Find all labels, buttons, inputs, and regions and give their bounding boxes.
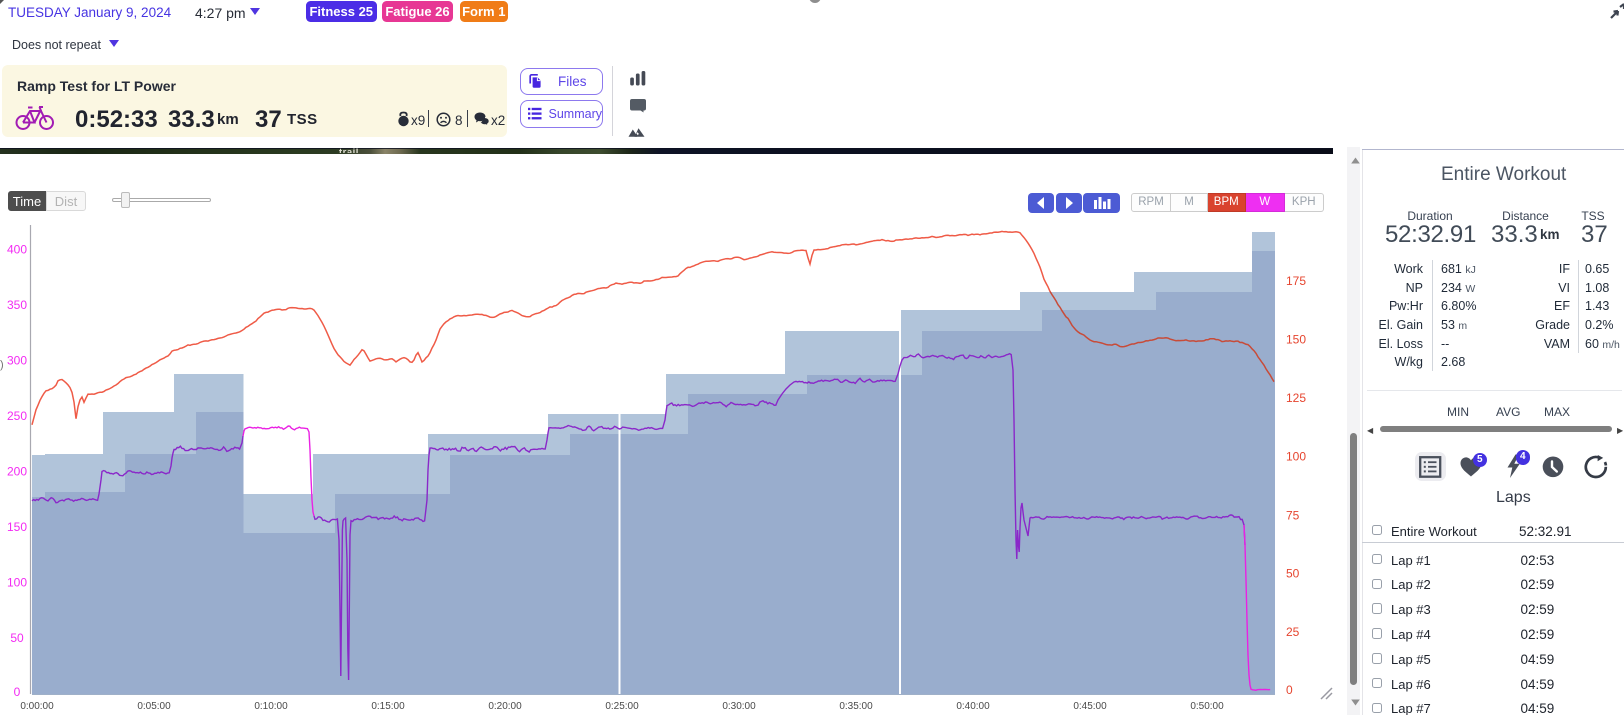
svg-text:0:00:00: 0:00:00 xyxy=(20,701,54,712)
svg-text:125: 125 xyxy=(1286,391,1306,405)
svg-text:50: 50 xyxy=(1286,566,1300,580)
svg-text:75: 75 xyxy=(1286,509,1300,523)
svg-text:): ) xyxy=(0,359,4,371)
svg-text:350: 350 xyxy=(7,298,27,312)
svg-text:400: 400 xyxy=(7,243,27,257)
svg-text:0:40:00: 0:40:00 xyxy=(956,701,990,712)
svg-text:300: 300 xyxy=(7,354,27,368)
svg-text:0: 0 xyxy=(14,685,21,699)
svg-text:175: 175 xyxy=(1286,274,1306,288)
svg-text:250: 250 xyxy=(7,409,27,423)
svg-text:0:10:00: 0:10:00 xyxy=(254,701,288,712)
svg-text:100: 100 xyxy=(7,576,27,590)
svg-text:0:05:00: 0:05:00 xyxy=(137,701,171,712)
svg-text:150: 150 xyxy=(7,520,27,534)
svg-text:0:15:00: 0:15:00 xyxy=(371,701,405,712)
svg-text:0: 0 xyxy=(1286,683,1293,697)
svg-text:200: 200 xyxy=(7,465,27,479)
svg-text:0:35:00: 0:35:00 xyxy=(839,701,873,712)
svg-text:50: 50 xyxy=(10,631,24,645)
svg-text:0:30:00: 0:30:00 xyxy=(722,701,756,712)
svg-text:100: 100 xyxy=(1286,450,1306,464)
svg-text:25: 25 xyxy=(1286,625,1300,639)
svg-text:0:50:00: 0:50:00 xyxy=(1190,701,1224,712)
svg-text:0:25:00: 0:25:00 xyxy=(605,701,639,712)
svg-text:0:20:00: 0:20:00 xyxy=(488,701,522,712)
svg-text:150: 150 xyxy=(1286,333,1306,347)
svg-text:0:45:00: 0:45:00 xyxy=(1073,701,1107,712)
